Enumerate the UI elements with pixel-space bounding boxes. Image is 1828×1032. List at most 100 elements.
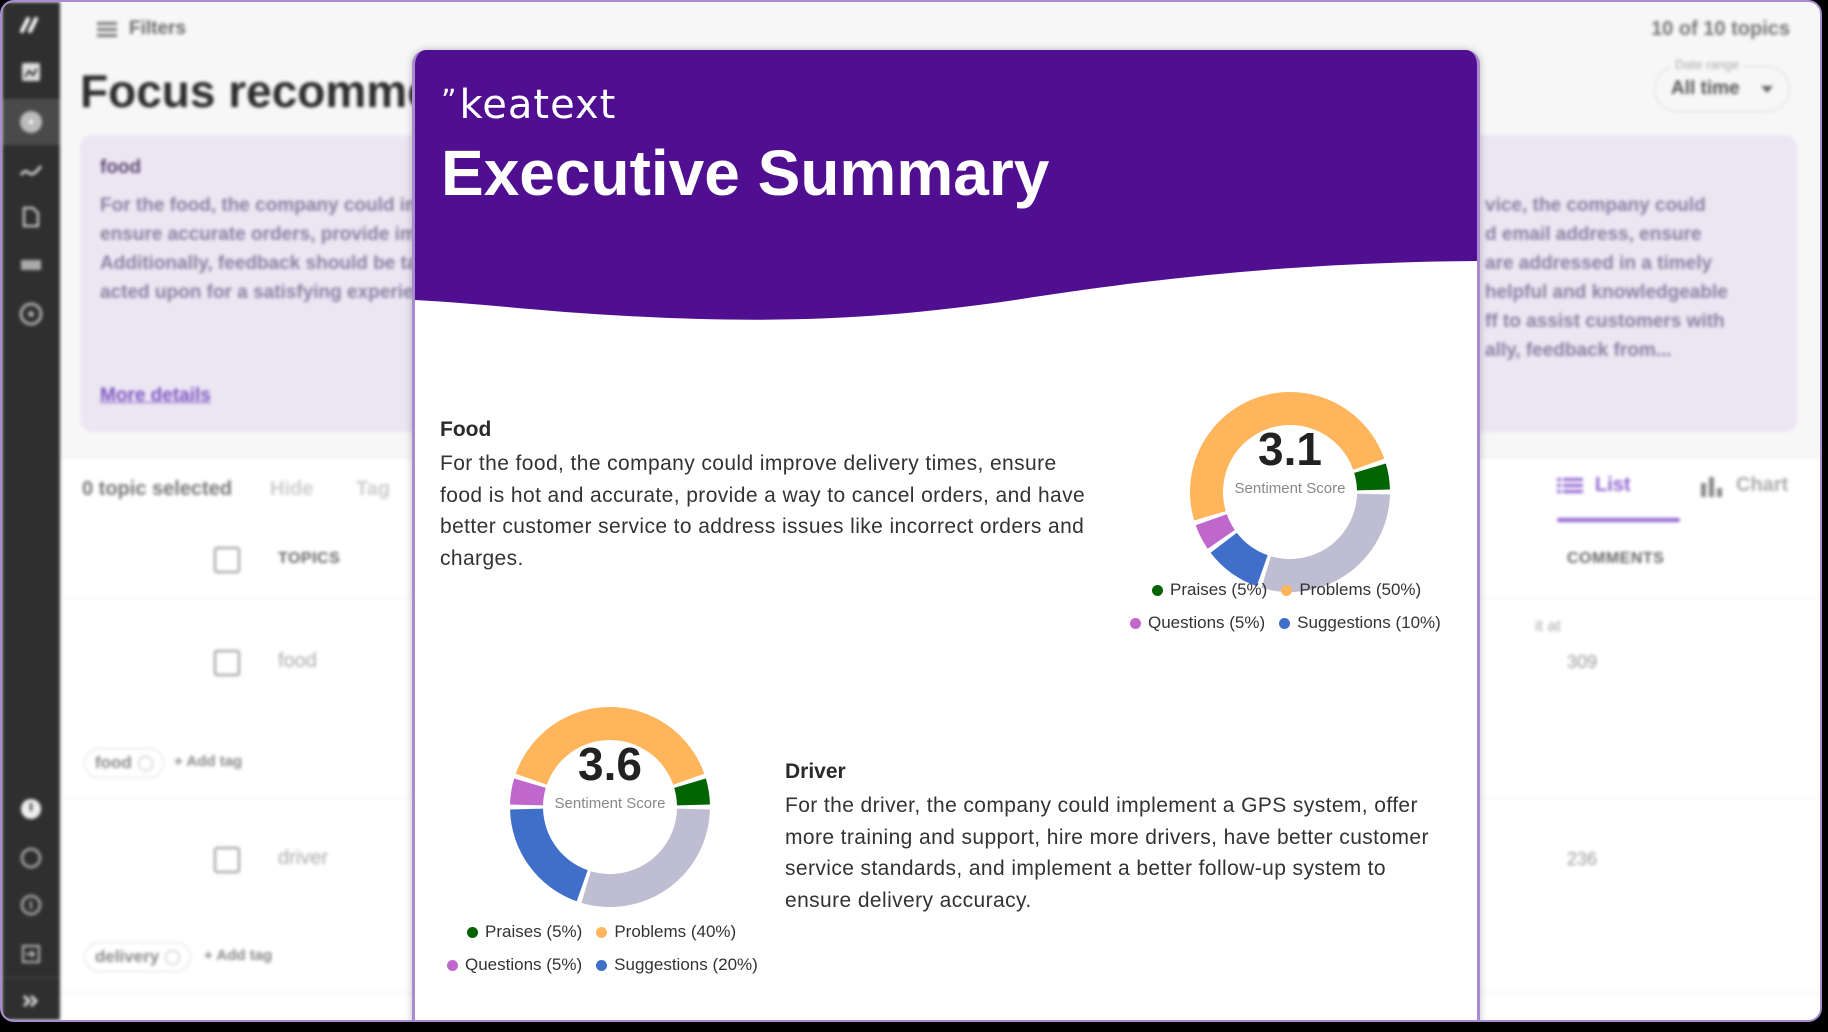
select-all-checkbox[interactable] [214, 547, 240, 573]
add-tag-label: Add tag [216, 947, 273, 964]
sidebar [2, 2, 60, 1020]
more-details-link[interactable]: More details [100, 385, 211, 406]
recommendation-text-right: vice, the company could d email address,… [1485, 195, 1728, 361]
row-checkbox[interactable] [214, 847, 240, 873]
legend-questions: Questions (5%) [1130, 613, 1265, 633]
bar-chart-icon [1701, 476, 1722, 497]
section-heading-food: Food [440, 418, 492, 441]
tag-button[interactable]: Tag [356, 478, 391, 500]
questions-dot-icon [447, 959, 458, 971]
tag-chip-label: delivery [95, 947, 160, 966]
legend-praises: Praises (5%) [467, 922, 582, 942]
double-chevron-right-icon [22, 994, 39, 1008]
problems-dot-icon [596, 926, 608, 938]
row-checkbox[interactable] [214, 650, 240, 676]
topics-count: 10 of 10 topics [1651, 18, 1790, 40]
row-snippet: it at [1535, 618, 1561, 635]
caret-down-icon [1761, 86, 1773, 93]
hide-button[interactable]: Hide [270, 478, 314, 500]
legend-problems: Problems (40%) [596, 922, 736, 942]
list-icon [21, 260, 41, 270]
date-range-label: Date range [1671, 57, 1744, 72]
driver-sentiment-donut [510, 707, 710, 907]
legend-suggestions: Suggestions (10%) [1279, 613, 1441, 633]
sidebar-expand-button[interactable] [19, 989, 43, 1013]
tab-list-label: List [1595, 474, 1631, 496]
selection-count: 0 topic selected [82, 478, 233, 500]
sidebar-item-trends[interactable] [19, 158, 43, 182]
legend-suggestions: Suggestions (20%) [596, 955, 758, 975]
food-legend-row-2: Questions (5%) Suggestions (10%) [1130, 613, 1441, 633]
section-text-driver: For the driver, the company could implem… [785, 794, 1429, 912]
sidebar-item-comments[interactable] [19, 253, 43, 277]
column-comments: COMMENTS [1567, 550, 1665, 567]
sidebar-item-help[interactable] [19, 846, 43, 870]
sidebar-item-focus[interactable] [19, 110, 43, 134]
questions-dot-icon [1130, 617, 1141, 629]
feedback-circle-icon [20, 894, 42, 916]
driver-sentiment-score: 3.6 [578, 738, 642, 790]
keatext-logo-icon[interactable] [19, 13, 43, 37]
focus-circle-icon [20, 111, 42, 133]
remove-tag-icon[interactable] [137, 755, 153, 771]
tag-chip[interactable]: food [84, 748, 164, 778]
section-heading-driver: Driver [785, 760, 846, 783]
problems-dot-icon [1281, 584, 1293, 596]
legend-label: Suggestions (20%) [614, 955, 758, 974]
filters-button[interactable]: Filters [97, 18, 186, 40]
legend-label: Praises (5%) [485, 922, 583, 941]
recommendation-title: food [100, 157, 142, 178]
tab-list-underline [1557, 518, 1680, 522]
tab-list[interactable]: List [1557, 474, 1631, 497]
food-score-label: Sentiment Score [1234, 480, 1346, 497]
logout-icon [22, 945, 40, 963]
suggestions-dot-icon [596, 959, 608, 971]
date-range-select[interactable]: Date range All time [1654, 57, 1790, 112]
legend-problems: Problems (50%) [1281, 580, 1421, 600]
tag-chip[interactable]: delivery [84, 942, 192, 972]
section-text-food: For the food, the company could improve … [440, 452, 1086, 570]
add-tag-label: Add tag [186, 753, 243, 770]
food-sentiment-score: 3.1 [1258, 423, 1322, 475]
header-wave-shape [415, 50, 1477, 320]
praises-dot-icon [1152, 584, 1163, 596]
help-circle-icon [20, 847, 42, 869]
date-range-value: All time [1671, 78, 1740, 99]
food-legend-row-1: Praises (5%) Problems (50%) [1152, 580, 1421, 600]
column-topics: TOPICS [278, 550, 341, 567]
filters-label: Filters [129, 18, 187, 39]
modal-header: ”keatext Executive Summary [415, 50, 1477, 325]
tab-chart[interactable]: Chart [1700, 474, 1788, 497]
chart-image-icon [22, 63, 40, 81]
sidebar-item-alerts[interactable] [19, 797, 43, 821]
legend-questions: Questions (5%) [447, 955, 582, 975]
brand-name: keatext [459, 82, 617, 128]
legend-label: Questions (5%) [1148, 613, 1266, 632]
info-circle-icon [21, 799, 41, 819]
executive-summary-modal: ”keatext Executive Summary Food For the … [412, 50, 1480, 1020]
sidebar-item-targets[interactable] [19, 302, 43, 326]
legend-label: Suggestions (10%) [1297, 613, 1441, 632]
legend-praises: Praises (5%) [1152, 580, 1267, 600]
sidebar-item-dashboard[interactable] [19, 60, 43, 84]
remove-tag-icon[interactable] [165, 949, 181, 965]
sidebar-item-feedback[interactable] [19, 893, 43, 917]
trend-line-icon [20, 165, 42, 176]
table-row-comments: 309 [1567, 652, 1598, 672]
list-icon [1557, 477, 1583, 493]
modal-title: Executive Summary [441, 137, 1050, 209]
legend-label: Problems (40%) [614, 922, 737, 941]
driver-score-label: Sentiment Score [554, 795, 666, 812]
table-row-topic[interactable]: driver [278, 847, 329, 869]
legend-label: Questions (5%) [465, 955, 583, 974]
document-icon [23, 207, 39, 227]
menu-icon [97, 22, 117, 37]
sidebar-item-logout[interactable] [19, 942, 43, 966]
add-tag-button[interactable]: + Add tag [174, 753, 243, 770]
food-sentiment-donut [1190, 391, 1390, 592]
add-tag-button[interactable]: + Add tag [204, 947, 273, 964]
sidebar-item-reports[interactable] [19, 205, 43, 229]
driver-legend-row-2: Questions (5%) Suggestions (20%) [447, 955, 758, 975]
table-row-topic[interactable]: food [278, 650, 317, 672]
driver-legend-row-1: Praises (5%) Problems (40%) [467, 922, 736, 942]
